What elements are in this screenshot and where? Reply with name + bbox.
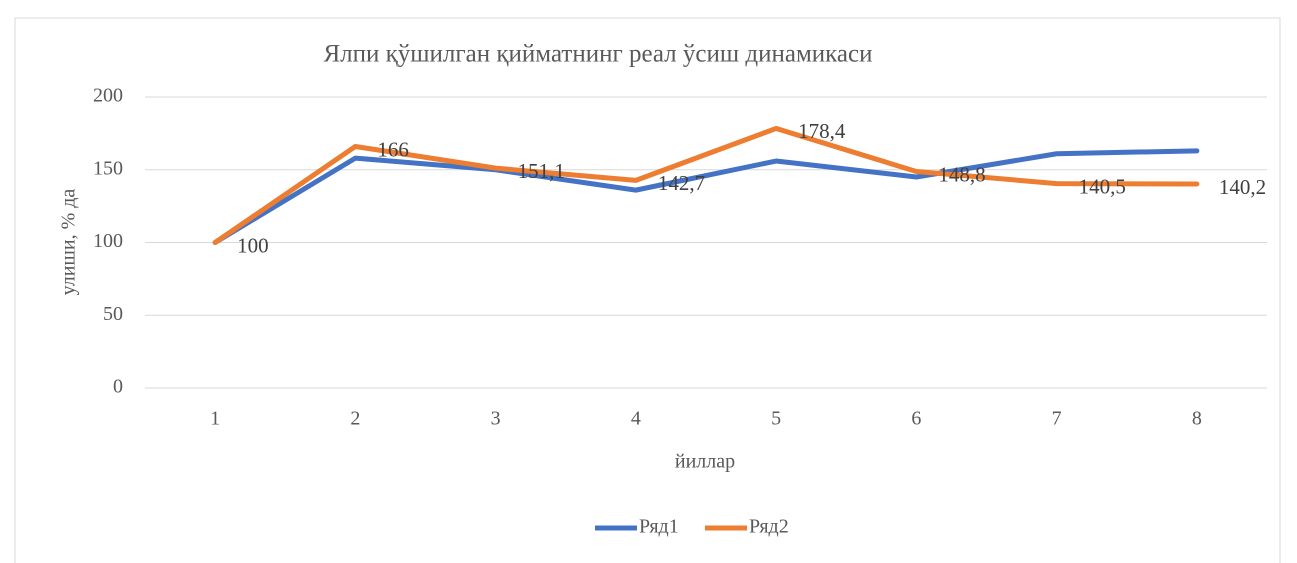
data-label: 178,4 bbox=[798, 119, 846, 143]
x-tick-label: 5 bbox=[771, 408, 781, 430]
chart-title: Ялпи қўшилган қийматнинг реал ўсиш динам… bbox=[324, 41, 873, 68]
series-line bbox=[212, 125, 1200, 245]
y-tick-label: 50 bbox=[103, 303, 123, 325]
x-axis-title: йиллар bbox=[675, 451, 735, 473]
data-label: 140,5 bbox=[1079, 174, 1126, 198]
data-label: 142,7 bbox=[658, 171, 705, 195]
data-label: 140,2 bbox=[1219, 175, 1266, 199]
x-tick-label: 8 bbox=[1192, 408, 1202, 430]
x-tick-label: 1 bbox=[210, 408, 220, 430]
x-tick-label: 6 bbox=[911, 408, 921, 430]
data-label: 151,1 bbox=[518, 159, 565, 183]
x-tick-label: 3 bbox=[491, 408, 501, 430]
x-tick-label: 7 bbox=[1052, 408, 1062, 430]
y-tick-label: 200 bbox=[93, 85, 123, 107]
y-tick-label: 150 bbox=[93, 157, 123, 179]
y-axis-title: улиши, % да bbox=[58, 189, 80, 296]
x-tick-label: 4 bbox=[631, 408, 641, 430]
legend-label: Ряд1 bbox=[639, 516, 679, 538]
y-tick-label: 0 bbox=[113, 376, 123, 398]
chart-frame bbox=[14, 17, 1281, 563]
data-label: 166 bbox=[377, 137, 409, 161]
y-tick-label: 100 bbox=[93, 230, 123, 252]
data-label: 100 bbox=[237, 233, 269, 257]
legend-label: Ряд2 bbox=[749, 516, 789, 538]
data-label: 148,8 bbox=[938, 162, 985, 186]
series-line bbox=[212, 148, 1200, 245]
x-tick-label: 2 bbox=[350, 408, 360, 430]
